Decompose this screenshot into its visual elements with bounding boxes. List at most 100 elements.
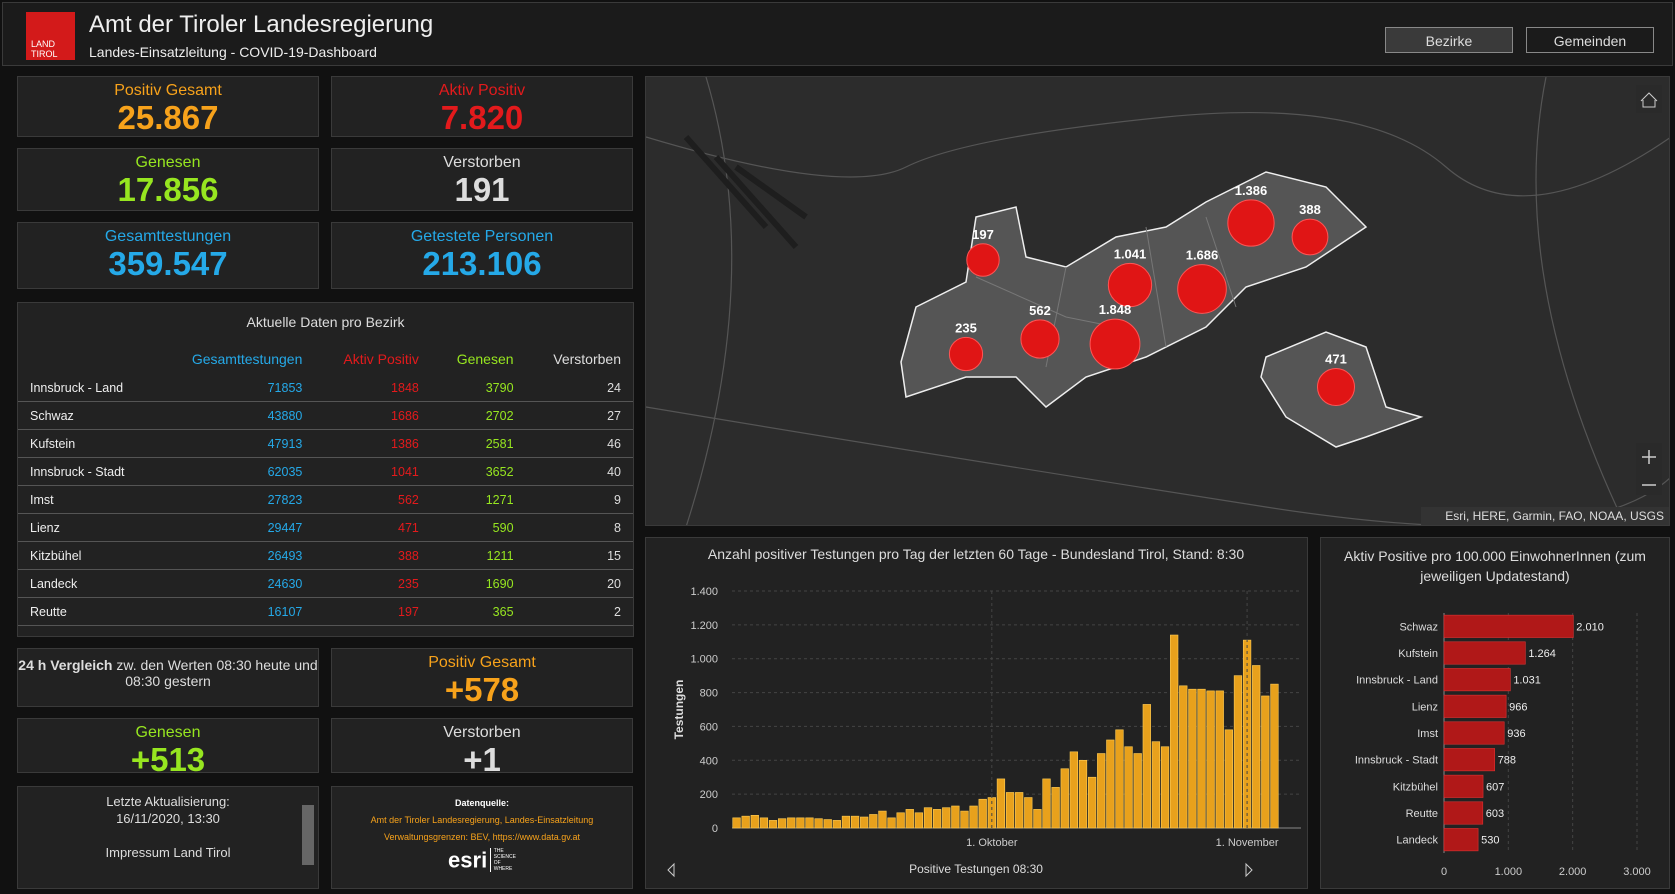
table-cell: 3652: [430, 457, 526, 486]
value-label: 788: [1498, 755, 1516, 767]
x-axis-label: Positive Testungen 08:30: [909, 862, 1043, 876]
scrollbar[interactable]: [302, 805, 314, 865]
value-label: 607: [1486, 781, 1504, 793]
table-cell: 29447: [156, 513, 315, 542]
bar: [1443, 614, 1574, 638]
table-cell: 26493: [156, 541, 315, 570]
bar: [823, 819, 832, 829]
bubble: [966, 243, 1000, 277]
table-row: Lienz 29447 471 590 8: [18, 513, 633, 542]
table-cell: Schwaz: [18, 401, 157, 430]
bar: [1170, 634, 1179, 829]
stat-tile: Gesamttestungen 359.547: [17, 222, 319, 289]
y-tick-label: Innsbruck - Stadt: [1355, 755, 1438, 767]
bar: [1097, 753, 1106, 829]
bubble-label: 562: [1029, 303, 1051, 318]
tagline: SCIENCE: [493, 854, 516, 860]
home-button[interactable]: [1636, 85, 1662, 113]
stat-label: Genesen: [135, 154, 201, 171]
scroll-arrow[interactable]: [667, 862, 1253, 878]
bar: [1015, 792, 1024, 829]
chart-title: Anzahl positiver Testungen pro Tag der l…: [708, 546, 1244, 562]
table-row: Reutte 16107 197 365 2: [18, 597, 633, 626]
y-tick-label: Innsbruck - Land: [1356, 675, 1438, 687]
y-tick-label: 1.400: [690, 586, 718, 598]
bubble: [948, 336, 984, 372]
district-table: Gesamttestungen Aktiv Positiv Genesen Verst…: [18, 344, 633, 626]
table-cell: 2702: [430, 401, 526, 430]
table-cell: 16107: [156, 597, 315, 626]
nav-button[interactable]: Bezirke: [1385, 27, 1513, 53]
nav-button[interactable]: Gemeinden: [1526, 27, 1654, 53]
bar: [1179, 685, 1188, 829]
bar: [787, 817, 796, 829]
district-chart: 0 1.000 2.000 3.000 Schwaz 2.010 Kufstein 1.264…: [1355, 613, 1651, 878]
bar: [814, 818, 823, 829]
header-cell: Aktiv Positiv: [343, 351, 419, 367]
y-tick-label: 0: [712, 823, 718, 835]
note-bold: 24 h Vergleich: [18, 657, 113, 673]
bar: [1224, 729, 1233, 829]
stat-label: Verstorben: [443, 724, 521, 741]
impressum-link[interactable]: Impressum Land Tirol: [105, 845, 231, 860]
stat-tile: Genesen 17.856: [17, 148, 319, 211]
value-label: 1.031: [1513, 675, 1541, 687]
stat-value: +513: [130, 741, 206, 778]
stat-value: +578: [444, 671, 520, 708]
table-cell: Landeck: [18, 569, 157, 598]
bar: [869, 814, 878, 829]
stat-value: 17.856: [117, 171, 219, 208]
y-tick-label: 1.200: [690, 620, 718, 632]
x-tick-label: 3.000: [1623, 866, 1651, 878]
bubble: [1316, 367, 1356, 407]
table-cell: Lienz: [18, 513, 157, 542]
y-tick-label: Kufstein: [1398, 648, 1438, 660]
bar: [942, 807, 951, 829]
x-tick-label: 0: [1441, 866, 1447, 878]
bar: [832, 820, 841, 829]
bar: [1270, 683, 1279, 829]
bar: [887, 817, 896, 829]
bar: [841, 815, 851, 829]
value-label: 1.264: [1528, 648, 1556, 660]
y-tick-label: Schwaz: [1399, 621, 1438, 633]
bar: [732, 817, 741, 829]
daily-chart: Anzahl positiver Testungen pro Tag der l…: [667, 546, 1301, 878]
table-cell: 590: [430, 513, 526, 542]
update-panel: Letzte Aktualisierung: 16/11/2020, 13:30…: [17, 786, 319, 889]
bubble-label: 388: [1299, 202, 1321, 217]
stat-tile: Verstorben 191: [331, 148, 633, 211]
map[interactable]: Esri, HERE, Garmin, FAO, NOAA, USGS 197 2…: [645, 76, 1670, 526]
source-panel: Datenquelle: Amt der Tiroler Landesregie…: [331, 786, 633, 889]
bubble-label: 1.386: [1235, 183, 1268, 198]
bar: [1242, 639, 1252, 829]
bar: [923, 807, 933, 829]
table-row: Innsbruck - Stadt 62035 1041 3652 40: [18, 457, 633, 486]
tagline: THE: [493, 848, 504, 854]
table-row: Innsbruck - Land 71853 1848 3790 24: [18, 374, 633, 402]
bar: [741, 815, 750, 829]
y-tick-label: 200: [700, 789, 718, 801]
table-cell: 15: [525, 541, 633, 570]
x-tick-label: 1. November: [1216, 837, 1279, 849]
table-cell: Kufstein: [18, 429, 157, 458]
header-cell: Verstorben: [553, 351, 621, 367]
table-cell: 62035: [156, 457, 315, 486]
bar: [1151, 741, 1161, 829]
table-row: Kitzbühel 26493 388 1211 15: [18, 541, 633, 570]
comparison-note: 24 h Vergleich zw. den Werten 08:30 heut…: [17, 648, 319, 707]
bar: [1443, 828, 1479, 852]
update-text: 16/11/2020, 13:30: [116, 811, 220, 826]
bar: [978, 798, 987, 829]
bubble-label: 197: [972, 227, 994, 242]
header-cell: Genesen: [456, 351, 514, 367]
table-cell: 20: [525, 569, 633, 598]
table-cell: 9: [525, 485, 633, 514]
bubble: [1227, 199, 1275, 247]
bar: [878, 810, 887, 829]
table-cell: 562: [314, 485, 431, 514]
bar: [1124, 746, 1133, 829]
table-cell: 24: [525, 374, 633, 402]
district-borders: [975, 216, 1237, 368]
